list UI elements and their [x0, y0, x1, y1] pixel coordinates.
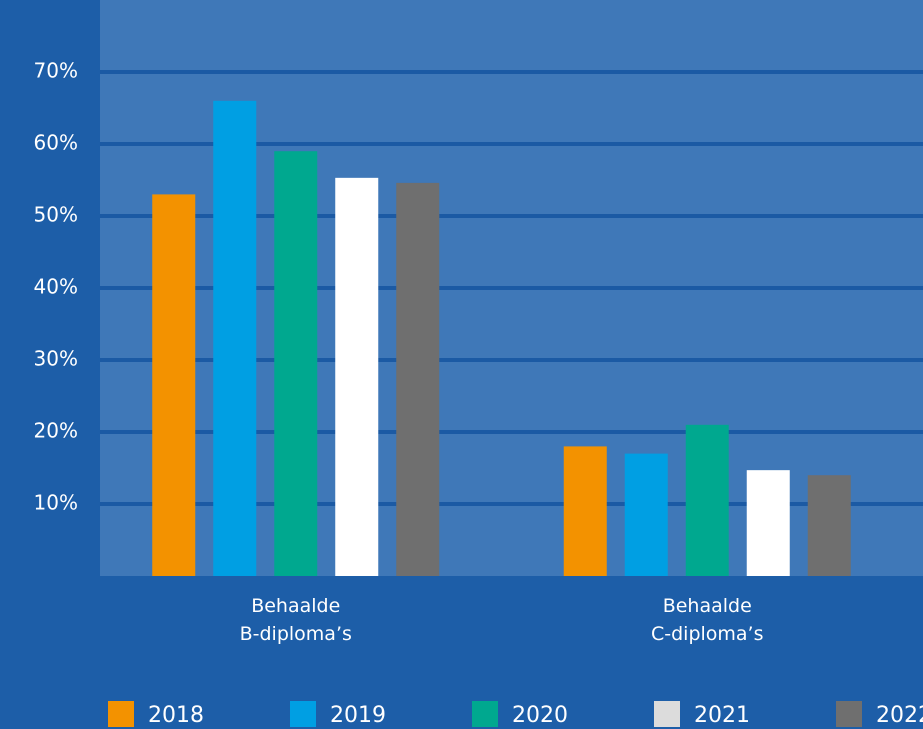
y-tick-label: 20% — [34, 419, 78, 443]
y-tick-label: 10% — [34, 491, 78, 515]
bar — [396, 182, 440, 576]
bar — [624, 453, 668, 576]
bar — [213, 100, 257, 577]
legend-swatch — [836, 701, 862, 727]
legend-swatch — [472, 701, 498, 727]
y-tick-label: 60% — [34, 131, 78, 155]
y-tick-label: 40% — [34, 275, 78, 299]
legend-swatch — [290, 701, 316, 727]
legend-label: 2020 — [512, 703, 568, 728]
y-tick-label: 70% — [34, 59, 78, 83]
bar — [807, 475, 851, 576]
legend-label: 2021 — [694, 703, 750, 728]
bar — [563, 446, 607, 576]
legend-label: 2022 — [876, 703, 923, 728]
x-tick-label: Behaalde B-diploma’s — [239, 595, 352, 645]
bar — [335, 177, 379, 576]
bar — [152, 194, 196, 576]
legend-swatch — [654, 701, 680, 727]
y-tick-label: 30% — [34, 347, 78, 371]
legend-swatch — [108, 701, 134, 727]
bar — [685, 424, 729, 576]
legend-label: 2019 — [330, 703, 386, 728]
bar — [274, 151, 318, 576]
x-tick-label: Behaalde C-diploma’s — [650, 595, 764, 645]
legend-label: 2018 — [148, 703, 204, 728]
bar — [746, 470, 790, 576]
y-tick-label: 50% — [34, 203, 78, 227]
